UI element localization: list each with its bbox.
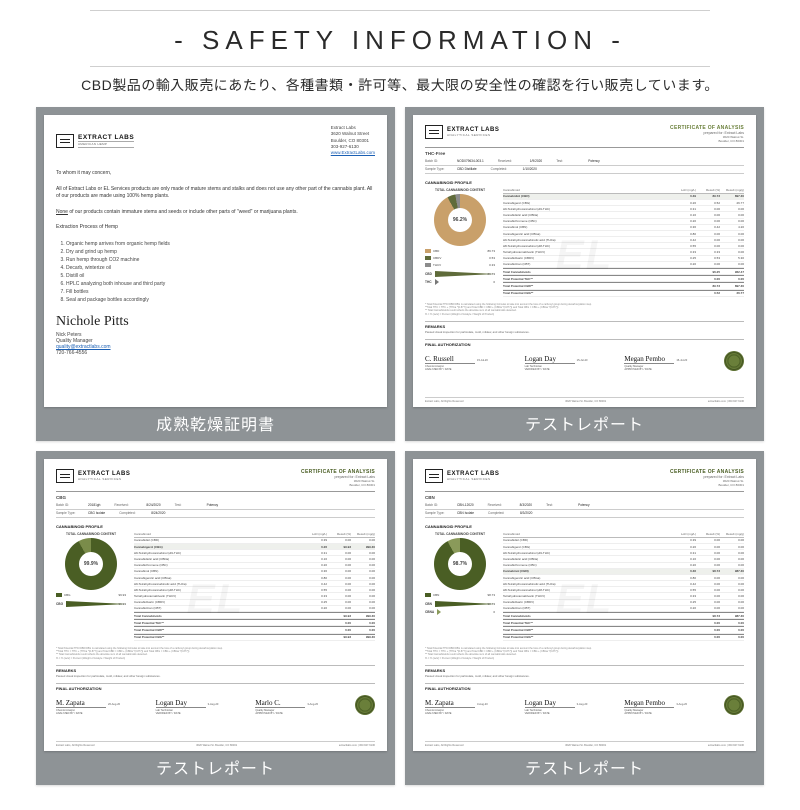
card-caption: テストレポート — [413, 751, 756, 779]
authorization-block: M. Zapata3-Aug-20Chemist AnalystANALYZED… — [425, 695, 744, 715]
donut-chart: TOTAL CANNABINOID CONTENT 99.9% CBG99.93… — [56, 532, 126, 641]
authorization-block: C. Russell15-Jul-20Chemist AnalystANALYZ… — [425, 351, 744, 371]
card-test-report-1: EL EXTRACT LABS ANALYTICAL SERVICES CERT… — [405, 107, 764, 441]
card-test-report-3: EL EXTRACT LABS ANALYTICAL SERVICES CERT… — [405, 451, 764, 785]
total-row: Total Potential CBD**0.000.00 — [503, 626, 744, 633]
document-grid: EXTRACT LABS AMERICAN HEMP Extract Labs … — [0, 95, 800, 795]
wedge-chart: CBG99.93 — [56, 601, 126, 607]
cert-footer: Extract Labs, All Rights Reserved3620 Wa… — [425, 741, 744, 747]
gmp-seal-icon — [724, 695, 744, 715]
card-certificate-letter: EXTRACT LABS AMERICAN HEMP Extract Labs … — [36, 107, 395, 441]
gmp-seal-icon — [355, 695, 375, 715]
card-test-report-2: EL EXTRACT LABS ANALYTICAL SERVICES CERT… — [36, 451, 395, 785]
brand-name: EXTRACT LABS — [78, 134, 134, 141]
product-name: THC-Free — [425, 151, 744, 156]
header: - SAFETY INFORMATION - CBD製品の輸入販売にあたり、各種… — [0, 10, 800, 95]
product-name: CBN — [425, 495, 744, 500]
total-row: Total Potential THC**0.000.00 — [503, 275, 744, 282]
certificate-document: EL EXTRACT LABS ANALYTICAL SERVICES CERT… — [413, 115, 756, 407]
product-name: CBG — [56, 495, 375, 500]
remarks-label: REMARKS — [425, 665, 744, 673]
card-caption: 成熟乾燥証明書 — [44, 407, 387, 435]
logo-icon — [425, 469, 443, 483]
legend-item: CBDV0.53 — [425, 256, 495, 260]
cert-footer: Extract Labs, All Rights Reserved3620 Wa… — [56, 741, 375, 747]
card-caption: テストレポート — [44, 751, 387, 779]
brand-address: Extract Labs 3620 Walnut Street Boulder,… — [331, 125, 375, 156]
total-row: Total Potential CBD**0.000.00 — [134, 626, 375, 633]
cert-header: EXTRACT LABS ANALYTICAL SERVICES CERTIFI… — [425, 469, 744, 492]
brand-website-link[interactable]: www.ExtractLabs.com — [331, 150, 375, 156]
total-row: Total Potential CBG**99.93999.30 — [134, 634, 375, 641]
cert-footer: Extract Labs, All Rights Reserved3620 Wa… — [425, 397, 744, 403]
gmp-seal-icon — [724, 351, 744, 371]
legend-item: CBG99.93 — [56, 593, 126, 597]
legend-item: THCV0.33 — [425, 263, 495, 267]
cannabinoid-table: CannabinoidLoD (mg/L)Result (%)Result (m… — [503, 532, 744, 641]
card-caption: テストレポート — [413, 407, 756, 435]
certificate-document: EL EXTRACT LABS ANALYTICAL SERVICES CERT… — [413, 459, 756, 751]
donut-value: 96.2% — [434, 194, 486, 246]
authorization-label: FINAL AUTHORIZATION — [56, 683, 375, 691]
profile-label: CANNABINOID PROFILE — [56, 524, 375, 529]
brand-tagline: AMERICAN HEMP — [78, 141, 134, 148]
logo-icon — [56, 469, 74, 483]
total-row: Total Potential THC**0.000.00 — [503, 619, 744, 626]
logo-icon — [425, 125, 443, 139]
remarks-label: REMARKS — [56, 665, 375, 673]
logo-icon — [56, 134, 74, 148]
total-row: Total Potential CBD**89.73897.30 — [503, 282, 744, 289]
profile-label: CANNABINOID PROFILE — [425, 180, 744, 185]
donut-value: 98.7% — [434, 538, 486, 590]
wedge-chart: CBD89.73 THC0 — [425, 271, 495, 285]
authorization-block: M. Zapata26-Aug-20Chemist AnalystANALYZE… — [56, 695, 375, 715]
total-row: Total Cannabinoids96.25962.47 — [503, 268, 744, 275]
total-row: Total Potential CBG**0.5226.77 — [503, 290, 744, 297]
cannabinoid-table: CannabinoidLoD (mg/L)Result (%)Result (m… — [503, 188, 744, 297]
authorization-label: FINAL AUTHORIZATION — [425, 683, 744, 691]
signature: Nichole Pitts — [56, 314, 375, 330]
donut-value: 99.9% — [65, 538, 117, 590]
cert-header: EXTRACT LABS ANALYTICAL SERVICES CERTIFI… — [425, 125, 744, 148]
remarks-label: REMARKS — [425, 321, 744, 329]
profile-label: CANNABINOID PROFILE — [425, 524, 744, 529]
page-subtitle: CBD製品の輸入販売にあたり、各種書類・許可等、最大限の安全性の確認を行い販売し… — [0, 75, 800, 95]
brand-logo: EXTRACT LABS AMERICAN HEMP — [56, 125, 134, 156]
page-title: - SAFETY INFORMATION - — [0, 25, 800, 56]
authorization-label: FINAL AUTHORIZATION — [425, 339, 744, 347]
total-row: Total Cannabinoids98.73987.30 — [503, 612, 744, 619]
wedge-chart: CBN98.73 CBNA0 — [425, 601, 495, 615]
total-row: Total Potential CBG**0.000.00 — [503, 634, 744, 641]
legend-item: CBD89.73 — [425, 249, 495, 253]
cert-header: EXTRACT LABS ANALYTICAL SERVICES CERTIFI… — [56, 469, 375, 492]
letter-document: EXTRACT LABS AMERICAN HEMP Extract Labs … — [44, 115, 387, 407]
certificate-document: EL EXTRACT LABS ANALYTICAL SERVICES CERT… — [44, 459, 387, 751]
extraction-steps: Organic hemp arrives from organic hemp f… — [66, 240, 375, 304]
donut-chart: TOTAL CANNABINOID CONTENT 98.7% CBN98.73… — [425, 532, 495, 641]
letter-body: To whom it may concern, All of Extract L… — [56, 170, 375, 356]
legend-item: CBN98.73 — [425, 593, 495, 597]
cannabinoid-table: CannabinoidLoD (mg/L)Result (%)Result (m… — [134, 532, 375, 641]
total-row: Total Cannabinoids99.93999.30 — [134, 612, 375, 619]
total-row: Total Potential THC**0.000.00 — [134, 619, 375, 626]
donut-chart: TOTAL CANNABINOID CONTENT 96.2% CBD89.73… — [425, 188, 495, 297]
